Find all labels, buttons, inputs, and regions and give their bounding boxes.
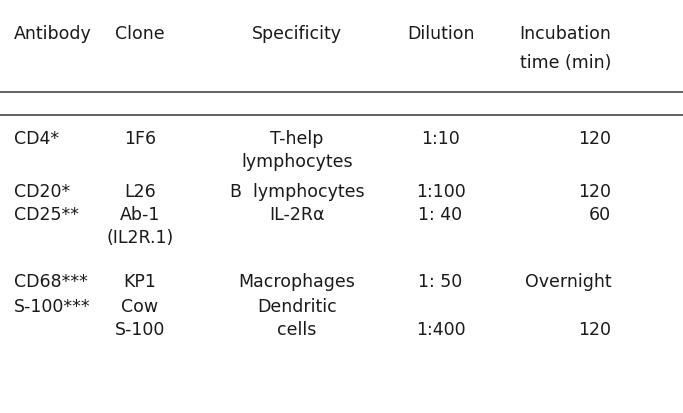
Text: CD25**: CD25** bbox=[14, 206, 79, 223]
Text: CD20*: CD20* bbox=[14, 183, 70, 200]
Text: Cow: Cow bbox=[122, 297, 158, 315]
Text: Overnight: Overnight bbox=[525, 273, 611, 290]
Text: Incubation: Incubation bbox=[519, 25, 611, 43]
Text: time (min): time (min) bbox=[520, 54, 611, 71]
Text: Ab-1: Ab-1 bbox=[120, 206, 161, 223]
Text: S-100: S-100 bbox=[115, 320, 165, 338]
Text: 1: 50: 1: 50 bbox=[419, 273, 462, 290]
Text: 1:10: 1:10 bbox=[421, 130, 460, 148]
Text: Specificity: Specificity bbox=[252, 25, 342, 43]
Text: Clone: Clone bbox=[115, 25, 165, 43]
Text: (IL2R.1): (IL2R.1) bbox=[107, 228, 173, 246]
Text: B  lymphocytes: B lymphocytes bbox=[229, 183, 365, 200]
Text: 1F6: 1F6 bbox=[124, 130, 156, 148]
Text: lymphocytes: lymphocytes bbox=[241, 153, 353, 171]
Text: 1: 40: 1: 40 bbox=[419, 206, 462, 223]
Text: CD4*: CD4* bbox=[14, 130, 59, 148]
Text: 60: 60 bbox=[589, 206, 611, 223]
Text: 1:100: 1:100 bbox=[416, 183, 465, 200]
Text: CD68***: CD68*** bbox=[14, 273, 87, 290]
Text: Dendritic: Dendritic bbox=[257, 297, 337, 315]
Text: 120: 120 bbox=[579, 183, 611, 200]
Text: L26: L26 bbox=[124, 183, 156, 200]
Text: cells: cells bbox=[277, 320, 317, 338]
Text: IL-2Rα: IL-2Rα bbox=[269, 206, 325, 223]
Text: T-help: T-help bbox=[270, 130, 324, 148]
Text: Dilution: Dilution bbox=[407, 25, 474, 43]
Text: 120: 120 bbox=[579, 130, 611, 148]
Text: S-100***: S-100*** bbox=[14, 297, 90, 315]
Text: Macrophages: Macrophages bbox=[238, 273, 356, 290]
Text: 1:400: 1:400 bbox=[416, 320, 465, 338]
Text: 120: 120 bbox=[579, 320, 611, 338]
Text: Antibody: Antibody bbox=[14, 25, 92, 43]
Text: KP1: KP1 bbox=[124, 273, 156, 290]
